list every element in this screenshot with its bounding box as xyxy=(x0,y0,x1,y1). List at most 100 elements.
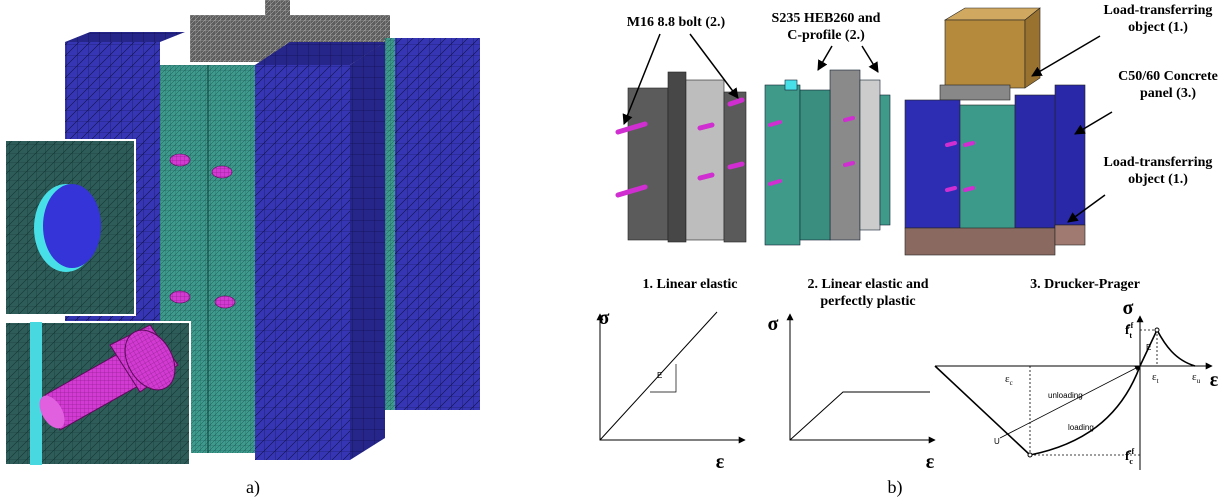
shape xyxy=(905,228,1055,255)
shape xyxy=(686,80,724,240)
model-title: 2. Linear elastic andperfectly plastic xyxy=(807,277,928,309)
eps-c: εc xyxy=(1005,373,1013,387)
chart-drucker-prager: σ ε ftef fcef εc εt εu E unloading loadi… xyxy=(935,297,1219,470)
y-axis-label: σ xyxy=(1123,297,1134,319)
shape xyxy=(628,88,668,240)
callout-line: M16 8.8 bolt (2.) xyxy=(627,15,726,30)
shape xyxy=(947,143,955,145)
loading-label: loading xyxy=(1068,423,1094,432)
sym-sup: ef xyxy=(1128,447,1135,456)
shape xyxy=(215,296,235,308)
shape xyxy=(1028,453,1032,457)
sym-sub: c xyxy=(1010,379,1013,387)
panel-label: b) xyxy=(888,477,903,498)
callout: M16 8.8 bolt (2.) xyxy=(627,15,726,30)
shape xyxy=(1055,225,1085,245)
shape xyxy=(845,163,853,165)
unloading-label: unloading xyxy=(1048,391,1083,400)
title-line: 1. Linear elastic xyxy=(642,277,737,292)
shape xyxy=(945,8,1040,20)
title-line: 3. Drucker-Prager xyxy=(1030,277,1140,292)
shape xyxy=(790,392,930,440)
shape xyxy=(960,105,1015,230)
shape xyxy=(65,32,185,42)
chart-linear: E σ ε xyxy=(599,307,745,473)
shape xyxy=(800,90,830,240)
callout-line: S235 HEB260 and xyxy=(772,11,881,26)
shape xyxy=(385,38,480,410)
shape xyxy=(862,46,878,72)
callout: Load-transferring object (1.) xyxy=(1104,3,1213,35)
model-title: 1. Linear elastic xyxy=(642,277,737,292)
ft-label: ftef xyxy=(1125,321,1134,340)
shape xyxy=(947,188,955,190)
shape xyxy=(43,184,101,268)
model-assembly xyxy=(905,8,1085,255)
shape xyxy=(730,164,742,167)
shape xyxy=(785,80,797,90)
eps-u: εu xyxy=(1192,371,1201,385)
sym-sup: ef xyxy=(1127,321,1134,330)
shape xyxy=(650,364,676,392)
shape xyxy=(1032,36,1100,76)
shape xyxy=(1015,95,1055,228)
x-axis-label: ε xyxy=(716,451,725,473)
shape xyxy=(700,175,712,178)
y-axis-label: σ xyxy=(599,307,610,329)
point-label: U xyxy=(994,437,1000,446)
shape xyxy=(790,318,935,440)
eps-t: εt xyxy=(1152,371,1159,385)
shape xyxy=(860,80,880,230)
callout: Load-transferring object (1.) xyxy=(1104,155,1213,187)
shape xyxy=(965,143,973,145)
callout: S235 HEB260 and C-profile (2.) xyxy=(772,11,881,43)
page: a) M16 8.8 bolt (2.) S235 HEB260 and C-pr… xyxy=(0,0,1224,499)
shape xyxy=(945,20,1025,88)
callout-line: C-profile (2.) xyxy=(787,28,865,43)
shape xyxy=(600,318,745,440)
sym-sub: t xyxy=(1157,377,1159,385)
shape xyxy=(668,72,686,242)
shape xyxy=(212,166,232,178)
shape xyxy=(30,322,42,465)
shape xyxy=(880,95,890,225)
shape xyxy=(170,154,190,166)
slope-label: E xyxy=(657,371,662,380)
x-axis-label: ε xyxy=(926,451,935,473)
title-line: 2. Linear elastic and xyxy=(807,277,928,292)
figure: a) M16 8.8 bolt (2.) S235 HEB260 and C-pr… xyxy=(0,0,1224,499)
shape xyxy=(965,188,973,190)
shape xyxy=(845,118,853,120)
shape xyxy=(935,366,1140,455)
chart-plastic: σ ε xyxy=(768,313,935,473)
shape xyxy=(350,42,385,460)
callout-line: object (1.) xyxy=(1128,172,1188,187)
callout: C50/60 Concrete panel (3.) xyxy=(1118,69,1218,101)
shape xyxy=(940,85,1010,100)
shape xyxy=(170,291,190,303)
callout-line: Load-transferring xyxy=(1104,155,1213,170)
shape xyxy=(818,46,832,70)
inset-hole xyxy=(5,140,135,315)
modulus-label: E xyxy=(1146,343,1151,352)
shape xyxy=(255,65,350,460)
model-steel-plates xyxy=(765,70,890,245)
panel-label: a) xyxy=(246,477,260,498)
callout-line: panel (3.) xyxy=(1140,86,1196,101)
callout-line: object (1.) xyxy=(1128,20,1188,35)
shape xyxy=(905,100,960,228)
model-steel xyxy=(628,72,746,242)
shape xyxy=(830,70,860,240)
shape xyxy=(700,125,712,128)
model-title: 3. Drucker-Prager xyxy=(1030,277,1140,292)
callout-line: C50/60 Concrete xyxy=(1118,69,1218,84)
sym-sub: u xyxy=(1197,377,1201,385)
x-axis-label: ε xyxy=(1210,369,1219,391)
fc-label: fcef xyxy=(1125,447,1134,466)
inset-bolt xyxy=(5,321,190,465)
shape xyxy=(765,85,800,245)
y-axis-label: σ xyxy=(768,313,779,335)
sym-sub: t xyxy=(1129,331,1132,340)
shape xyxy=(1055,85,1085,225)
callout-line: Load-transferring xyxy=(1104,3,1213,18)
